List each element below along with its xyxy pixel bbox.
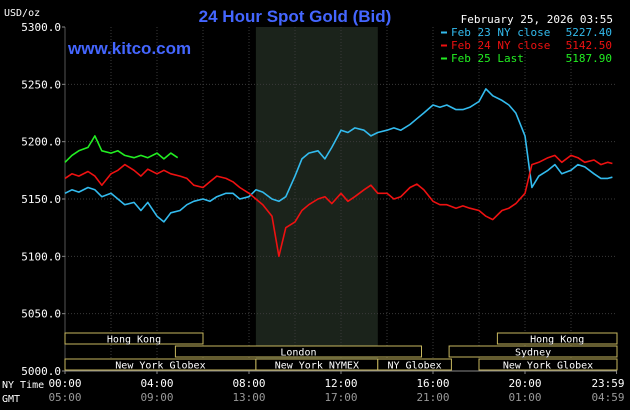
session-box bbox=[174, 345, 422, 358]
session-label: New York Globex bbox=[503, 361, 593, 372]
session-label: New York NYMEX bbox=[275, 361, 359, 372]
x-tick-label-gmt: 01:00 bbox=[508, 391, 541, 404]
series-lines bbox=[64, 88, 613, 258]
legend-item-feb-25-last: Feb 25 Last 5187.90 bbox=[441, 52, 612, 65]
session-box bbox=[496, 332, 618, 345]
chart-title: 24 Hour Spot Gold (Bid) bbox=[199, 7, 392, 26]
series-line-feb-24-ny-close bbox=[64, 154, 613, 258]
y-axis-ticks: 5300.0 5250.0 5200.0 5150.0 5100.0 5050.0 5000… bbox=[21, 21, 65, 378]
y-axis-unit-label: USD/oz bbox=[4, 8, 40, 19]
y-tick-label: 5200.0 bbox=[21, 136, 61, 149]
x-axis-row-label-ny: NY Time bbox=[2, 380, 44, 391]
session-label: Hong Kong bbox=[530, 335, 584, 346]
y-tick-label: 5000.0 bbox=[21, 365, 61, 378]
legend: Feb 23 NY close 5227.40 Feb 24 NY close 514… bbox=[441, 26, 612, 65]
x-tick-label-gmt: 13:00 bbox=[232, 391, 265, 404]
x-tick-label-ny: 16:00 bbox=[416, 377, 449, 390]
x-tick-label-ny: 20:00 bbox=[508, 377, 541, 390]
session-label: London bbox=[280, 348, 316, 359]
watermark-kitco: www.kitco.com bbox=[67, 39, 191, 58]
legend-label: Feb 25 Last bbox=[451, 52, 524, 65]
x-tick-label-ny: 23:59 bbox=[591, 377, 624, 390]
legend-item-feb-23-ny-close: Feb 23 NY close 5227.40 bbox=[441, 26, 612, 39]
session-label: Sydney bbox=[515, 348, 551, 359]
session-label: New York Globex bbox=[115, 361, 205, 372]
y-tick-label: 5250.0 bbox=[21, 78, 61, 91]
session-box bbox=[377, 358, 452, 371]
legend-value: 5187.90 bbox=[566, 52, 612, 65]
session-ny-globex: NY Globex bbox=[377, 358, 452, 372]
x-tick-label-ny: 04:00 bbox=[140, 377, 173, 390]
legend-label: Feb 23 NY close bbox=[451, 26, 550, 39]
x-tick-label-gmt: 05:00 bbox=[48, 391, 81, 404]
legend-value: 5227.40 bbox=[566, 26, 612, 39]
series-line-feb-25-last bbox=[64, 135, 179, 163]
session-hong-kong: Hong Kong bbox=[64, 332, 204, 346]
session-box bbox=[448, 345, 618, 358]
session-sydney: Sydney bbox=[448, 345, 618, 359]
x-tick-label-gmt: 17:00 bbox=[324, 391, 357, 404]
y-tick-label: 5050.0 bbox=[21, 308, 61, 321]
legend-value: 5142.50 bbox=[566, 39, 612, 52]
x-tick-label-ny: 00:00 bbox=[48, 377, 81, 390]
session-hong-kong: Hong Kong bbox=[496, 332, 618, 346]
session-new-york-globex: New York Globex bbox=[478, 358, 618, 372]
session-london: London bbox=[174, 345, 422, 359]
session-label: NY Globex bbox=[388, 361, 442, 372]
session-box bbox=[64, 332, 204, 345]
x-tick-label-gmt: 09:00 bbox=[140, 391, 173, 404]
session-box bbox=[478, 358, 618, 371]
y-tick-label: 5100.0 bbox=[21, 250, 61, 263]
session-label: Hong Kong bbox=[107, 335, 161, 346]
x-tick-label-gmt: 04:59 bbox=[591, 391, 624, 404]
series-line-feb-23-ny-close bbox=[64, 88, 613, 223]
chart-timestamp: February 25, 2026 03:55 bbox=[461, 13, 613, 26]
y-tick-label: 5150.0 bbox=[21, 193, 61, 206]
y-tick-label: 5300.0 bbox=[21, 21, 61, 34]
x-axis-row-label-gmt: GMT bbox=[2, 394, 20, 405]
x-tick-label-ny: 08:00 bbox=[232, 377, 265, 390]
trading-sessions: Hong Kong London New York Globex New York N… bbox=[64, 332, 618, 372]
session-new-york-globex: New York Globex bbox=[64, 358, 257, 372]
session-new-york-nymex: New York NYMEX bbox=[255, 358, 379, 372]
x-tick-label-ny: 12:00 bbox=[324, 377, 357, 390]
legend-label: Feb 24 NY close bbox=[451, 39, 550, 52]
legend-item-feb-24-ny-close: Feb 24 NY close 5142.50 bbox=[441, 39, 612, 52]
x-tick-label-gmt: 21:00 bbox=[416, 391, 449, 404]
